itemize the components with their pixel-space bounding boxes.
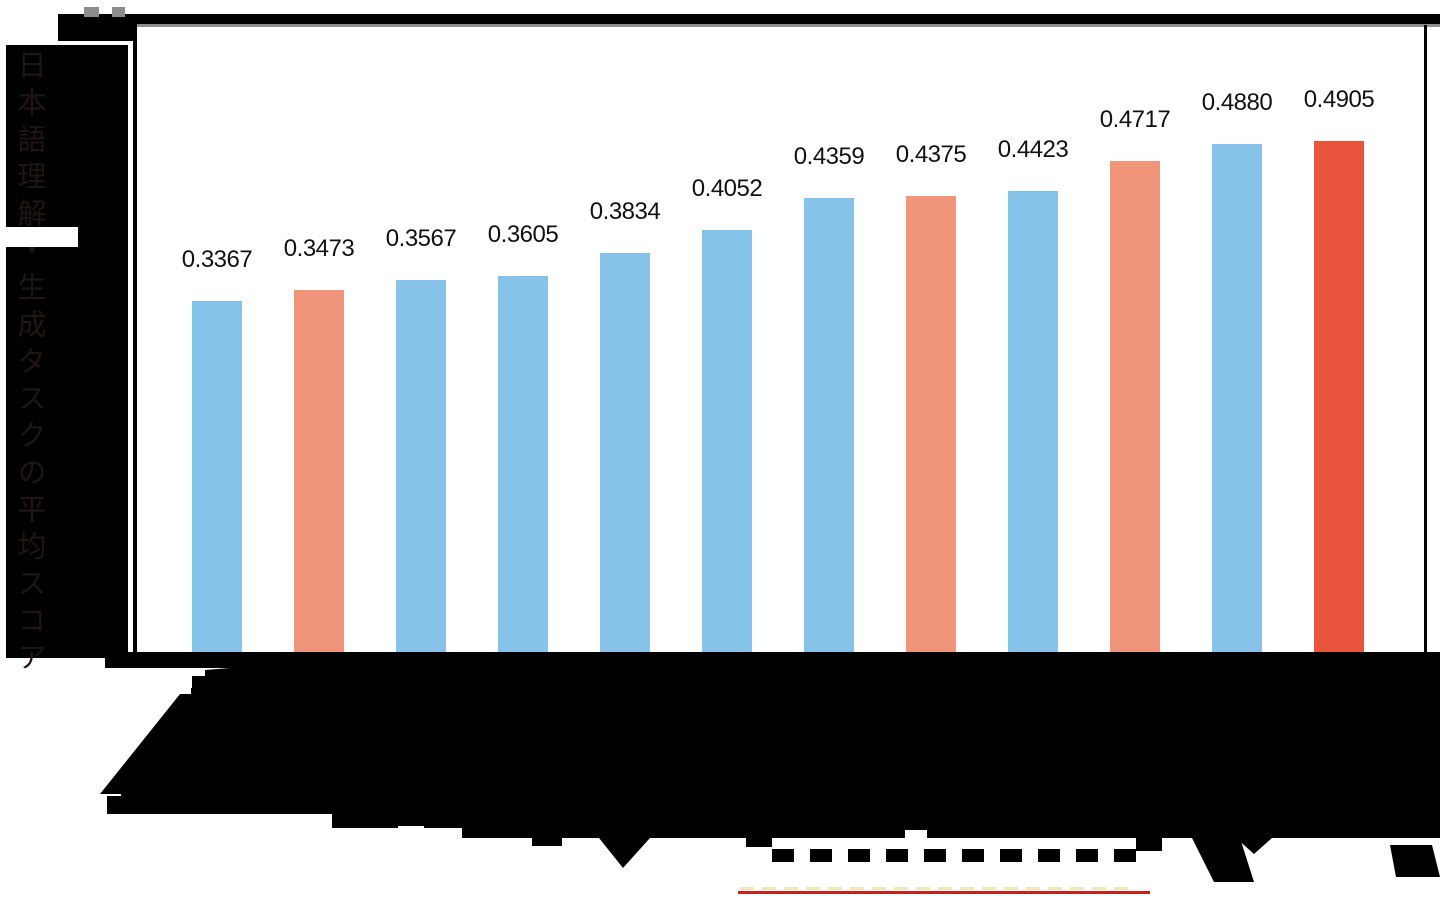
bar [1008, 191, 1058, 652]
bar-value-label: 0.4717 [1099, 106, 1171, 133]
left-spine [133, 22, 137, 658]
bar-value-label: 0.4423 [997, 136, 1069, 163]
gray-square-artifact-2 [112, 7, 125, 17]
bar-value-label: 0.3605 [487, 221, 559, 248]
bar [804, 198, 854, 652]
gray-square-artifact-1 [84, 7, 99, 17]
plot-area: 0.3367 0.3473 0.3567 0.3605 0.3834 0.4052 0.43… [137, 27, 1424, 652]
bar [1314, 141, 1364, 652]
bar-value-label: 0.3473 [283, 235, 355, 262]
bar-value-label: 0.4359 [793, 143, 865, 170]
y-axis-panel-white-notch [0, 227, 78, 247]
x-axis-label-blob [192, 676, 212, 700]
bar [498, 276, 548, 652]
bar [396, 280, 446, 652]
bar-value-label: 0.3834 [589, 198, 661, 225]
bar-value-label: 0.3367 [181, 246, 253, 273]
bar [702, 230, 752, 652]
bar [906, 196, 956, 652]
right-spine [1424, 25, 1427, 658]
bar-value-label: 0.4375 [895, 141, 967, 168]
bar-value-label: 0.3567 [385, 225, 457, 252]
x-axis-silhouette [100, 652, 1440, 894]
x-axis-label-streak [100, 694, 206, 794]
bar [1110, 161, 1160, 652]
bar [294, 290, 344, 652]
bar [1212, 144, 1262, 652]
underline-dashes [740, 887, 1128, 890]
bar-value-label: 0.4905 [1303, 86, 1375, 113]
bar [600, 253, 650, 652]
y-axis-dark-panel: 日本語理解・生成タスクの平均スコア [6, 45, 128, 679]
x-axis-label-blob-right [1192, 838, 1254, 882]
red-underline [738, 891, 1150, 894]
bar [192, 301, 242, 652]
mass-white-notch-2 [905, 830, 927, 838]
bar-value-label: 0.4880 [1201, 89, 1273, 116]
x-axis-label-dash-row [772, 849, 1136, 862]
plot-top-gray-spine [133, 24, 1440, 27]
x-axis-labels-dark-mass [105, 652, 1440, 868]
x-axis-label-blob-far-right [1390, 845, 1440, 877]
mass-white-notch-1 [398, 826, 424, 838]
top-dark-band [58, 14, 1440, 24]
y-axis-label: 日本語理解・生成タスクの平均スコア [13, 50, 45, 679]
bar-value-label: 0.4052 [691, 175, 763, 202]
